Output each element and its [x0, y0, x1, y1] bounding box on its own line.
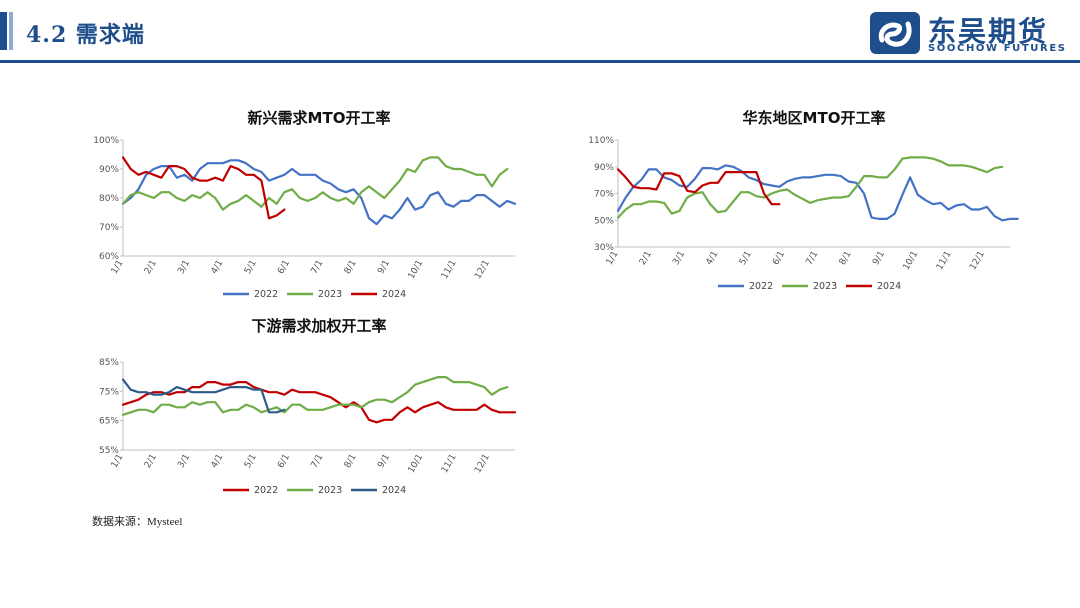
y-tick-label: 110%	[588, 136, 614, 146]
chart-east-china-mto-rate: 华东地区MTO开工率 110% 90% 70% 50% 30% 1/1 2/1 3/1 4/1 5/…	[580, 105, 1020, 300]
y-tick-label: 70%	[99, 223, 119, 233]
x-tick-label: 8/1	[838, 250, 854, 268]
logo-chinese-text: 东吴期货	[928, 15, 1049, 48]
y-tick-label: 70%	[594, 190, 614, 200]
x-tick-label: 3/1	[176, 453, 192, 471]
x-tick-label: 10/1	[902, 250, 921, 273]
x-tick-label: 2/1	[638, 250, 654, 268]
legend-label: 2022	[749, 281, 773, 292]
chart-downstream-weighted-rate: 下游需求加权开工率 85% 75% 65% 55% 1/1 2/1 3/1 4/1 5/1 6/1 7…	[85, 315, 525, 505]
legend-label: 2023	[813, 281, 837, 292]
x-tick-label: 8/1	[343, 259, 359, 277]
x-tick-label: 12/1	[473, 259, 492, 282]
series-line-2022	[121, 380, 517, 424]
logo-emblem-icon	[870, 12, 920, 54]
x-tick-label: 12/1	[473, 453, 492, 476]
y-tick-label: 50%	[594, 216, 614, 226]
y-tick-label: 65%	[99, 417, 119, 427]
x-tick-label: 9/1	[376, 453, 392, 471]
x-tick-label: 11/1	[440, 453, 459, 476]
x-tick-label: 9/1	[376, 259, 392, 277]
series-line-2024	[121, 378, 286, 414]
legend-label: 2024	[877, 281, 901, 292]
y-tick-label: 80%	[99, 194, 119, 204]
x-tick-label: 7/1	[310, 453, 326, 471]
x-tick-label: 2/1	[143, 453, 159, 471]
x-tick-label: 11/1	[935, 250, 954, 273]
x-tick-label: 5/1	[738, 250, 754, 268]
y-tick-label: 90%	[99, 165, 119, 175]
x-tick-label: 8/1	[343, 453, 359, 471]
x-tick-label: 6/1	[276, 453, 292, 471]
x-tick-label: 3/1	[671, 250, 687, 268]
legend-item-2022: 2022	[223, 485, 278, 496]
header-accent-bar-light	[9, 12, 13, 50]
legend-label: 2023	[318, 289, 342, 300]
y-tick-label: 100%	[93, 136, 119, 146]
legend-item-2023: 2023	[782, 281, 837, 292]
x-tick-label: 6/1	[276, 259, 292, 277]
legend-label: 2022	[254, 485, 278, 496]
legend-label: 2023	[318, 485, 342, 496]
x-tick-label: 4/1	[210, 259, 226, 277]
legend-item-2022: 2022	[223, 289, 278, 300]
x-tick-label: 12/1	[968, 250, 987, 273]
x-tick-label: 9/1	[871, 250, 887, 268]
series-line-2024	[121, 156, 286, 220]
x-tick-label: 7/1	[310, 259, 326, 277]
x-tick-label: 10/1	[407, 453, 426, 476]
legend-item-2022: 2022	[718, 281, 773, 292]
y-tick-label: 90%	[594, 163, 614, 173]
legend-label: 2022	[254, 289, 278, 300]
series-line-2023	[616, 156, 1004, 219]
y-tick-label: 85%	[99, 358, 119, 368]
y-tick-label: 30%	[594, 243, 614, 253]
legend-item-2024: 2024	[351, 485, 406, 496]
series-line-2024	[616, 168, 781, 206]
logo-english-text: SOOCHOW FUTURES	[928, 43, 1067, 54]
x-tick-label: 7/1	[805, 250, 821, 268]
x-tick-label: 10/1	[407, 259, 426, 282]
x-tick-label: 2/1	[143, 259, 159, 277]
x-tick-label: 5/1	[243, 259, 259, 277]
x-tick-label: 4/1	[210, 453, 226, 471]
chart-title: 华东地区MTO开工率	[743, 109, 886, 127]
legend-label: 2024	[382, 485, 406, 496]
x-tick-label: 3/1	[176, 259, 192, 277]
chart-emerging-mto-rate: 新兴需求MTO开工率 100% 90% 80% 70% 60% 1/1 2/1 3/1 4/1 5/…	[85, 105, 525, 305]
legend-item-2023: 2023	[287, 485, 342, 496]
series-line-2023	[121, 156, 509, 211]
legend-item-2024: 2024	[846, 281, 901, 292]
legend-item-2023: 2023	[287, 289, 342, 300]
x-tick-label: 4/1	[705, 250, 721, 268]
series-line-2022	[121, 159, 517, 226]
data-source-note: 数据来源：Mysteel	[92, 516, 183, 528]
x-tick-label: 5/1	[243, 453, 259, 471]
chart-title: 新兴需求MTO开工率	[248, 109, 391, 127]
header-accent-bar	[0, 12, 7, 50]
header-divider	[0, 60, 1080, 63]
legend-item-2024: 2024	[351, 289, 406, 300]
y-tick-label: 75%	[99, 387, 119, 397]
y-tick-label: 60%	[99, 252, 119, 262]
chart-title: 下游需求加权开工率	[251, 317, 386, 335]
series-line-2023	[121, 375, 509, 416]
y-tick-label: 55%	[99, 446, 119, 456]
page-title: 4.2 需求端	[26, 22, 145, 48]
legend-label: 2024	[382, 289, 406, 300]
x-tick-label: 11/1	[440, 259, 459, 282]
x-tick-label: 6/1	[771, 250, 787, 268]
company-logo: 东吴期货 SOOCHOW FUTURES	[868, 10, 1065, 56]
